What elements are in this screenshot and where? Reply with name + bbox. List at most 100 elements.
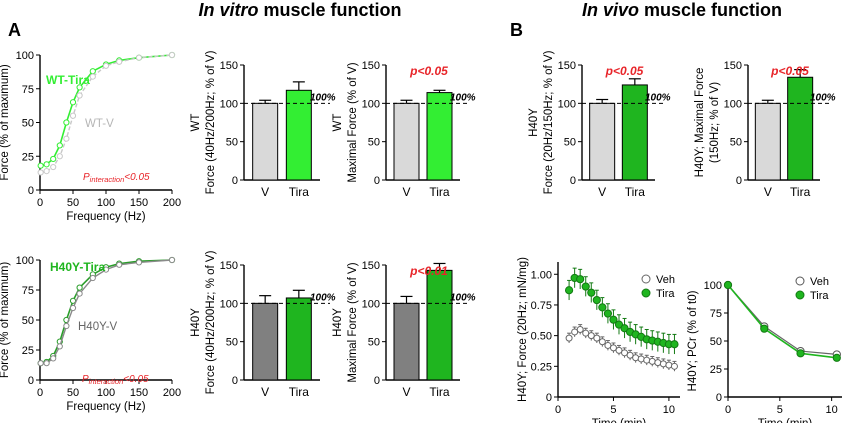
data-point-WT-Tira <box>76 84 83 91</box>
y-tick-label: 100 <box>724 98 742 110</box>
data-point-WT-Tira <box>43 161 50 168</box>
reference-label: 100% <box>310 92 336 103</box>
x-tick-label: 0 <box>37 197 43 209</box>
series-label: H40Y-V <box>78 321 118 333</box>
y-tick-label: 0 <box>546 392 552 404</box>
y-tick-label: 25 <box>710 364 722 376</box>
data-point-H40Y-V <box>37 360 44 367</box>
reference-label: 100% <box>645 92 671 103</box>
chart-invivo-time: 0 0.25 0.50 0.75 1.00 0 5 10 Time (min) H40Y; For… <box>517 257 680 423</box>
bar-V <box>252 102 279 181</box>
series-label: WT-V <box>85 118 114 130</box>
x-tick-label: V <box>261 385 269 399</box>
x-tick-label: V <box>598 185 606 199</box>
bar-Tira <box>285 297 312 381</box>
data-point-Tira <box>670 340 679 349</box>
side-label: H40Y <box>190 308 202 337</box>
x-axis-label: Time (min) <box>758 418 813 423</box>
data-point-Veh <box>626 351 634 359</box>
y-tick-label: 0 <box>28 375 34 387</box>
annotation-p: P <box>83 172 90 183</box>
chart-invivo-max: 0 50 100 150(150Hz; % of V)H40Y; Maximal Fo… <box>694 60 836 199</box>
y-tick-label: 100 <box>704 280 722 292</box>
bar-Tira <box>787 76 814 181</box>
data-point-H40Y-Tira <box>76 284 83 291</box>
x-tick-label: 150 <box>130 197 148 209</box>
data-point-WT-Tira <box>50 155 57 163</box>
data-point-WT-V <box>63 135 70 142</box>
annotation-p: P <box>82 374 89 385</box>
y-axis-label: Maximal Force (% of V) <box>347 262 359 382</box>
annotation-threshold: <0.05 <box>124 172 150 183</box>
data-point-Veh <box>598 338 606 346</box>
data-point-Veh <box>632 354 640 362</box>
bar-V <box>589 102 616 181</box>
x-tick-label: V <box>402 185 410 199</box>
data-point-Tira <box>603 309 613 318</box>
data-point-H40Y-V <box>69 304 77 312</box>
x-axis-label: Time (min) <box>592 418 647 423</box>
data-point-WT-V <box>56 153 63 160</box>
data-point-H40Y-V <box>116 261 123 268</box>
x-axis-label: Frequency (Hz) <box>66 211 145 223</box>
y-tick-label: 100 <box>16 255 34 267</box>
x-tick-label: V <box>764 185 772 199</box>
data-point-WT-V <box>89 73 96 80</box>
data-point-WT-Tira <box>89 68 96 75</box>
legend-marker-Tira <box>795 290 805 300</box>
series-label: H40Y-Tira <box>50 260 105 274</box>
y-axis-label: Force (% of maximum) <box>0 262 11 378</box>
reference-label: 100% <box>450 292 476 303</box>
y-tick-label: 100 <box>362 298 380 310</box>
data-point-Tira <box>609 315 618 324</box>
data-point-Veh <box>587 332 595 340</box>
data-point-WT-V <box>50 163 57 171</box>
data-point-Tira <box>614 320 624 329</box>
bar-Tira <box>621 84 648 181</box>
invitro-title-italic: In vitro <box>198 0 258 20</box>
data-point-H40Y-V <box>76 290 83 297</box>
data-point-Veh <box>609 344 617 352</box>
x-tick-label: 5 <box>610 404 616 416</box>
side-label: H40Y <box>528 108 540 137</box>
y-axis-label: Force (20Hz/150Hz; % of V) <box>543 50 555 194</box>
data-point-Tira <box>832 353 841 362</box>
data-point-H40Y-V <box>135 259 143 266</box>
y-tick-label: 1.00 <box>531 269 552 281</box>
data-point-WT-V <box>37 169 44 176</box>
chart-h40y-freq: 0 25 50 75 100 0 50 100 150 200 Frequency (Hz) Forc… <box>0 255 181 413</box>
data-point-H40Y-V <box>50 355 57 362</box>
y-tick-label: 150 <box>724 60 742 72</box>
y-tick-label: 25 <box>22 151 34 163</box>
y-tick-label: 50 <box>368 337 380 349</box>
y-tick-label: 100 <box>220 98 238 110</box>
invitro-title-rest: muscle function <box>259 0 402 20</box>
data-point-Veh <box>643 356 651 364</box>
x-tick-label: 0 <box>555 404 561 416</box>
side-label: H40Y; Maximal Force <box>694 68 706 178</box>
data-point-WT-Tira <box>37 162 44 169</box>
x-tick-label: Tira <box>790 185 811 199</box>
y-tick-label: 150 <box>362 60 380 72</box>
data-point-Veh <box>665 361 673 369</box>
legend-marker-Veh <box>641 274 651 284</box>
legend-marker-Tira <box>641 288 651 298</box>
y-axis-label: H40Y; PCr (% of t0) <box>687 290 699 391</box>
y-tick-label: 100 <box>362 98 380 110</box>
bar-V <box>393 102 420 181</box>
x-tick-label: 150 <box>130 387 148 399</box>
y-tick-label: 0 <box>374 375 380 387</box>
bar-V <box>252 302 279 381</box>
significance-label: p<0.05 <box>605 64 644 78</box>
chart-wt-freq: 0 25 50 75 100 0 50 100 150 200 Frequency (Hz) Forc… <box>0 50 181 223</box>
annotation-subscript: interaction <box>89 377 124 386</box>
data-point-Veh <box>593 334 601 342</box>
data-point-WT-Tira <box>63 119 70 126</box>
x-tick-label: Tira <box>289 185 310 199</box>
y-tick-label: 0.25 <box>531 361 552 373</box>
data-point-WT-V <box>69 112 77 119</box>
x-axis-label: Frequency (Hz) <box>66 401 145 413</box>
legend-label-Veh: Veh <box>810 276 829 288</box>
